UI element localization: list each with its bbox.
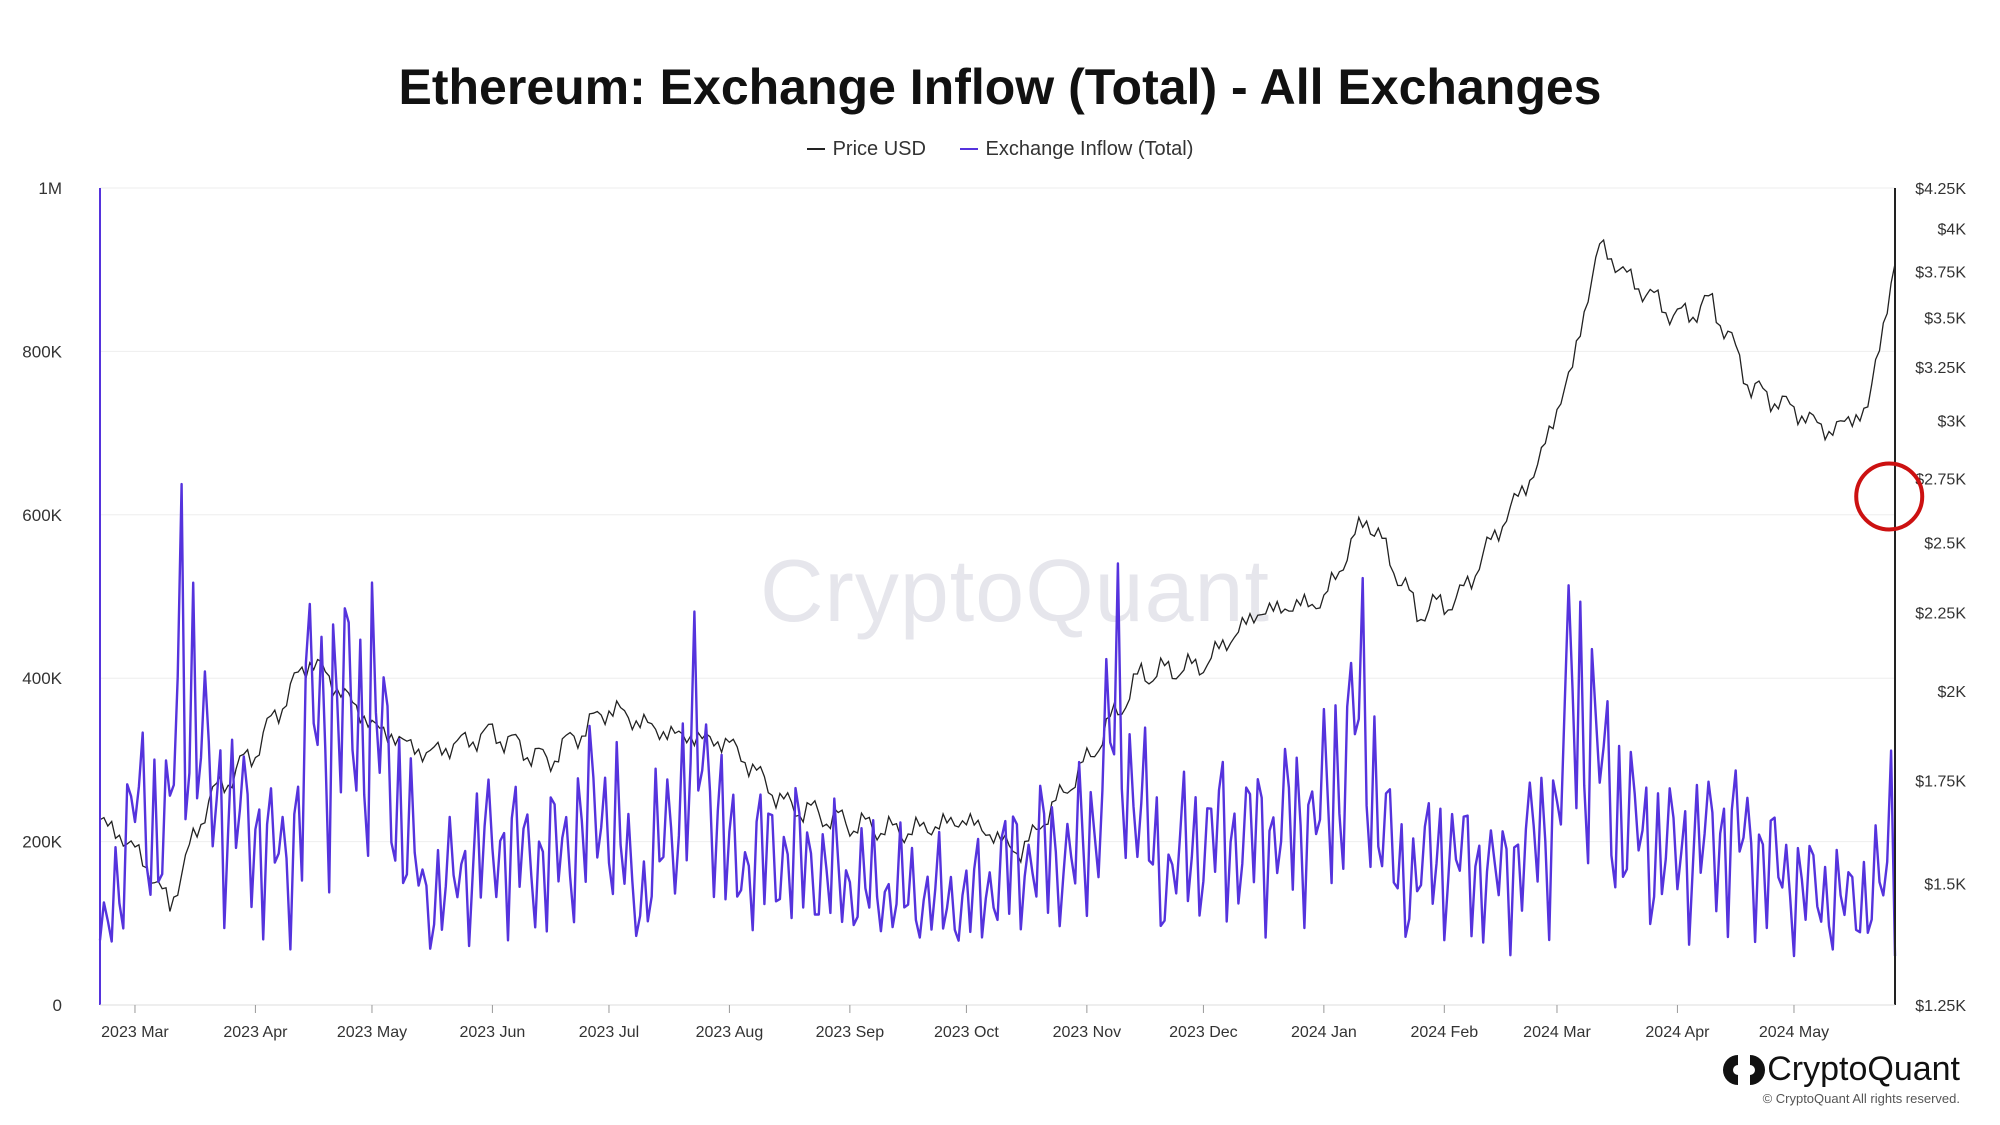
right-tick-label: $2.25K — [1915, 606, 1966, 623]
x-tick-label: 2024 Apr — [1645, 1024, 1710, 1041]
left-tick-label: 1M — [38, 179, 62, 198]
right-tick-label: $1.5K — [1924, 876, 1966, 893]
legend-swatch-price — [806, 148, 825, 150]
legend-item-inflow[interactable]: Exchange Inflow (Total) — [959, 137, 1194, 161]
x-tick-label: 2023 Sep — [816, 1024, 885, 1041]
right-axis-ticks: $1.25K $1.5K $1.75K $2K $2.25K $2.5K $2.75K $3K… — [1915, 181, 1966, 1015]
legend-label-price: Price USD — [832, 137, 926, 160]
right-tick-label: $4.25K — [1915, 181, 1966, 198]
right-tick-label: $2K — [1938, 684, 1967, 701]
annotation-layer — [1854, 461, 1925, 532]
right-tick-label: $1.75K — [1915, 773, 1966, 790]
inflow-series — [98, 482, 1897, 958]
x-tick-label: 2023 Aug — [696, 1024, 764, 1041]
legend-item-price[interactable]: Price USD — [806, 137, 926, 161]
chart-title: Ethereum: Exchange Inflow (Total) - All … — [398, 59, 1602, 115]
x-tick-label: 2023 Oct — [934, 1024, 999, 1041]
x-tick-label: 2023 Dec — [1169, 1024, 1238, 1041]
axes — [99, 188, 1896, 1006]
x-tick-label: 2024 Feb — [1411, 1024, 1479, 1041]
right-tick-label: $3K — [1938, 414, 1967, 431]
x-axis-ticks: 2023 Mar 2023 Apr 2023 May 2023 Jun 2023 Jul… — [101, 1005, 1829, 1041]
x-tick-label: 2023 Mar — [101, 1024, 169, 1041]
left-tick-label: 600K — [22, 506, 62, 525]
right-tick-label: $2.75K — [1915, 472, 1966, 489]
right-tick-label: $3.5K — [1924, 311, 1966, 328]
x-tick-label: 2024 Jan — [1291, 1024, 1357, 1041]
copyright-notice: © CryptoQuant All rights reserved. — [1762, 1091, 1960, 1106]
annotation-circle — [1854, 461, 1925, 532]
cryptoquant-icon — [1723, 1054, 1766, 1085]
x-tick-label: 2024 Mar — [1523, 1024, 1591, 1041]
x-tick-label: 2023 Jun — [459, 1024, 525, 1041]
price-line — [99, 238, 1896, 912]
right-tick-label: $3.25K — [1915, 360, 1966, 377]
left-tick-label: 800K — [22, 342, 62, 361]
legend-label-inflow: Exchange Inflow (Total) — [985, 137, 1194, 160]
right-tick-label: $3.75K — [1915, 265, 1966, 282]
legend: Price USD Exchange Inflow (Total) — [0, 133, 2000, 161]
price-series — [99, 238, 1896, 912]
brand-logo: CryptoQuant — [1721, 1050, 1960, 1089]
watermark: CryptoQuant — [760, 541, 1270, 640]
right-tick-label: $2.5K — [1924, 535, 1966, 552]
left-tick-label: 200K — [22, 833, 62, 852]
x-tick-label: 2023 Nov — [1053, 1024, 1122, 1041]
right-tick-label: $4K — [1938, 221, 1967, 238]
left-tick-label: 0 — [53, 996, 62, 1015]
brand-name: CryptoQuant — [1767, 1050, 1960, 1088]
left-tick-label: 400K — [22, 669, 62, 688]
legend-swatch-inflow — [959, 148, 978, 150]
grid — [100, 187, 1895, 1006]
x-tick-label: 2023 Jul — [579, 1024, 640, 1041]
left-axis-ticks: 0 200K 400K 600K 800K 1M — [22, 179, 62, 1015]
inflow-line — [98, 482, 1897, 958]
right-tick-label: $1.25K — [1915, 998, 1966, 1015]
x-tick-label: 2024 May — [1759, 1024, 1829, 1041]
x-tick-label: 2023 Apr — [223, 1024, 288, 1041]
x-tick-label: 2023 May — [337, 1024, 407, 1041]
